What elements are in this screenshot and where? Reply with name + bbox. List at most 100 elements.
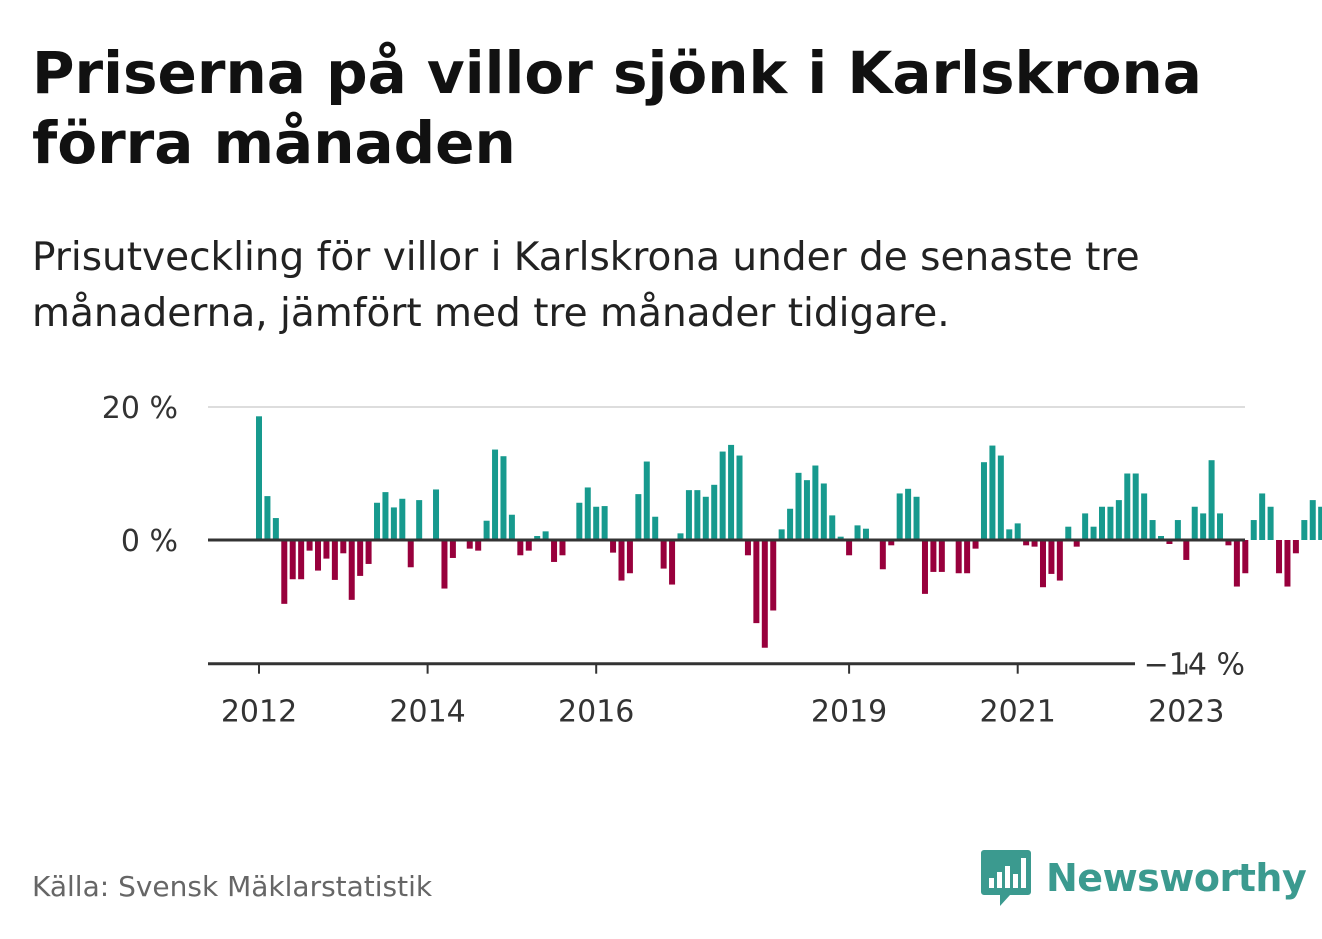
bar <box>1082 513 1089 540</box>
bar <box>407 540 414 568</box>
y-tick-label: 0 % <box>121 524 178 559</box>
bar <box>685 490 692 541</box>
bar <box>534 536 541 540</box>
bar <box>635 494 642 541</box>
bar <box>500 456 507 540</box>
bar <box>1023 540 1030 546</box>
bar <box>601 506 608 540</box>
bar <box>643 461 650 540</box>
bar <box>820 483 827 541</box>
bar <box>416 500 423 540</box>
bar <box>930 540 937 572</box>
bar <box>1200 513 1207 540</box>
bar <box>879 540 886 570</box>
x-tick-label: 2019 <box>811 695 887 730</box>
bar <box>1107 506 1114 540</box>
x-tick-label: 2016 <box>558 695 634 730</box>
bar <box>576 502 583 540</box>
x-tick-label: 2014 <box>389 695 465 730</box>
bar <box>331 540 338 580</box>
x-tick-label: 2021 <box>980 695 1056 730</box>
bar <box>1006 529 1013 540</box>
brand-name: Newsworthy <box>1046 856 1307 900</box>
bar <box>1031 540 1038 547</box>
bar <box>399 498 406 540</box>
bar <box>1233 540 1240 587</box>
bar <box>1208 460 1215 540</box>
bar <box>846 540 853 556</box>
y-tick-label: 20 % <box>102 391 178 426</box>
bar <box>1250 520 1257 540</box>
bar <box>1191 506 1198 540</box>
bar <box>744 540 751 556</box>
bar <box>1242 540 1249 574</box>
bar <box>1174 520 1181 540</box>
bar <box>795 472 802 540</box>
bar <box>348 540 355 600</box>
bar <box>1318 506 1322 540</box>
bar-chart: 20 % 0 % 2012 2014 2016 2019 2021 2023 −14 % <box>102 391 1322 730</box>
bar <box>803 480 810 540</box>
bar <box>753 540 760 624</box>
bar <box>525 540 532 551</box>
bar <box>256 416 262 540</box>
bar <box>323 540 330 559</box>
bar <box>677 533 684 540</box>
bar <box>862 528 869 540</box>
chart-subtitle: Prisutveckling för villor i Karlskrona u… <box>32 235 1140 336</box>
bar <box>1132 473 1139 540</box>
bar <box>626 540 633 574</box>
bar <box>483 520 490 541</box>
bar <box>989 445 996 540</box>
x-tick-label: 2023 <box>1148 695 1224 730</box>
bar <box>1284 540 1291 587</box>
bar <box>1124 473 1131 540</box>
bar <box>1309 500 1316 540</box>
bar <box>921 540 928 594</box>
bar <box>913 496 920 540</box>
bar <box>1276 540 1283 574</box>
bar <box>1166 540 1173 544</box>
bar <box>441 540 448 589</box>
bar <box>896 493 903 540</box>
bar <box>1183 540 1190 560</box>
bar <box>888 540 895 546</box>
bar <box>517 540 524 556</box>
last-value-label: −14 % <box>1144 648 1245 683</box>
bar <box>1259 493 1266 540</box>
bar <box>829 515 836 540</box>
bar <box>584 487 591 540</box>
bar <box>340 540 347 554</box>
bar <box>660 540 667 569</box>
bar <box>593 506 600 540</box>
bar <box>1099 506 1105 540</box>
bar <box>382 492 389 540</box>
bar <box>1292 540 1299 554</box>
newsworthy-logo: Newsworthy <box>980 848 1307 908</box>
bar <box>1158 536 1165 540</box>
bar <box>1141 493 1148 540</box>
bar <box>787 508 794 541</box>
bars <box>256 416 1322 648</box>
bar <box>938 540 945 572</box>
x-tick-label: 2012 <box>221 695 297 730</box>
bar <box>1217 513 1224 540</box>
bar <box>272 518 279 540</box>
axes: 20 % 0 % 2012 2014 2016 2019 2021 2023 −14 % <box>102 391 1245 730</box>
bar <box>1301 520 1308 540</box>
bar <box>812 465 819 540</box>
bar <box>1115 500 1122 540</box>
bar <box>719 451 726 541</box>
bar <box>1267 506 1274 540</box>
bar <box>955 540 962 574</box>
bar <box>492 449 499 540</box>
bar <box>508 514 515 540</box>
bar <box>298 540 305 580</box>
bar <box>1149 520 1156 540</box>
bar <box>1048 540 1055 574</box>
bar <box>736 455 743 540</box>
bar <box>728 444 735 540</box>
bar <box>449 540 456 558</box>
bar <box>1073 540 1080 547</box>
bar <box>854 525 861 540</box>
